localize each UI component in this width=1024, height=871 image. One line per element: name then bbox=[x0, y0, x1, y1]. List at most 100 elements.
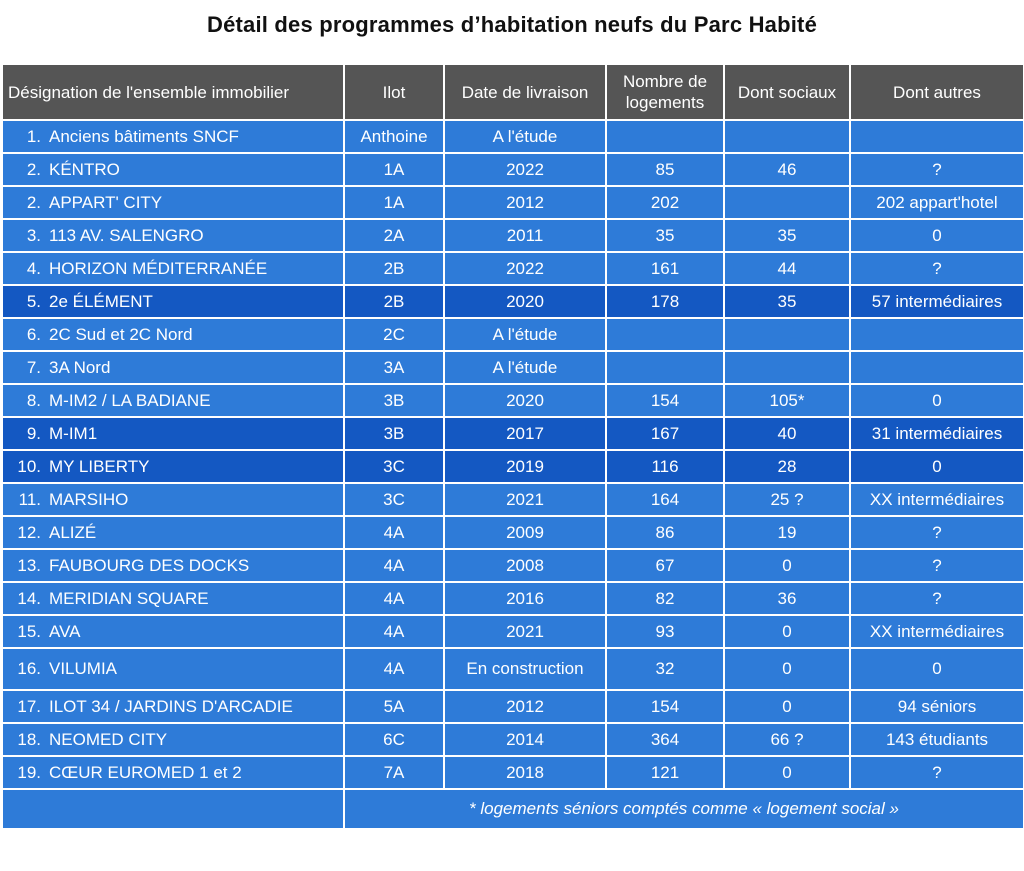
cell-date: 2012 bbox=[443, 185, 607, 220]
header-row: Désignation de l'ensemble immobilier Ilo… bbox=[1, 63, 1024, 121]
cell-nombre bbox=[605, 350, 725, 385]
cell-nombre: 178 bbox=[605, 284, 725, 319]
cell-ilot: 5A bbox=[343, 689, 445, 724]
cell-sociaux: 0 bbox=[723, 755, 851, 790]
cell-autres: ? bbox=[849, 251, 1024, 286]
cell-date: 2012 bbox=[443, 689, 607, 724]
row-number: 2. bbox=[26, 159, 41, 179]
table-row: 2. KÉNTRO 1A 2022 85 46? bbox=[1, 152, 1024, 187]
page-title: Détail des programmes d’habitation neufs… bbox=[206, 12, 818, 37]
header-ilot: Ilot bbox=[343, 63, 445, 121]
cell-nombre: 167 bbox=[605, 416, 725, 451]
cell-autres: 57 intermédiaires bbox=[849, 284, 1024, 319]
program-name: 2C Sud et 2C Nord bbox=[49, 324, 193, 344]
cell-date: 2019 bbox=[443, 449, 607, 484]
program-name: ILOT 34 / JARDINS D'ARCADIE bbox=[49, 696, 293, 716]
table-body: 1. Anciens bâtiments SNCF Anthoine A l'étud… bbox=[1, 119, 1024, 790]
cell-autres: ? bbox=[849, 755, 1024, 790]
cell-nombre: 121 bbox=[605, 755, 725, 790]
program-name: Anciens bâtiments SNCF bbox=[49, 126, 239, 146]
cell-date: 2011 bbox=[443, 218, 607, 253]
cell-autres: 0 bbox=[849, 449, 1024, 484]
table-row: 4. HORIZON MÉDITERRANÉE 2B 2022 161 44? bbox=[1, 251, 1024, 286]
cell-sociaux bbox=[723, 119, 851, 154]
program-name: MY LIBERTY bbox=[49, 456, 150, 476]
cell-designation: 8. M-IM2 / LA BADIANE bbox=[1, 383, 345, 418]
cell-nombre: 164 bbox=[605, 482, 725, 517]
row-number: 13. bbox=[17, 555, 41, 575]
cell-designation: 17. ILOT 34 / JARDINS D'ARCADIE bbox=[1, 689, 345, 724]
cell-sociaux: 36 bbox=[723, 581, 851, 616]
cell-sociaux: 44 bbox=[723, 251, 851, 286]
cell-nombre: 93 bbox=[605, 614, 725, 649]
cell-ilot: 3B bbox=[343, 383, 445, 418]
table-row: 1. Anciens bâtiments SNCF Anthoine A l'étud… bbox=[1, 119, 1024, 154]
cell-date: A l'étude bbox=[443, 119, 607, 154]
program-name: FAUBOURG DES DOCKS bbox=[49, 555, 250, 575]
cell-ilot: 4A bbox=[343, 515, 445, 550]
row-number: 17. bbox=[17, 696, 41, 716]
header-sociaux: Dont sociaux bbox=[723, 63, 851, 121]
cell-date: 2014 bbox=[443, 722, 607, 757]
program-name: VILUMIA bbox=[49, 659, 118, 678]
cell-sociaux: 25 ? bbox=[723, 482, 851, 517]
program-name: APPART' CITY bbox=[49, 192, 163, 212]
cell-designation: 18. NEOMED CITY bbox=[1, 722, 345, 757]
cell-nombre bbox=[605, 119, 725, 154]
cell-autres: ? bbox=[849, 152, 1024, 187]
table-row: 8. M-IM2 / LA BADIANE 3B 2020 154 105* 0 bbox=[1, 383, 1024, 418]
cell-autres: 202 appart'hotel bbox=[849, 185, 1024, 220]
row-number: 14. bbox=[17, 588, 41, 608]
row-number: 15. bbox=[17, 621, 41, 641]
row-number: 1. bbox=[26, 126, 41, 146]
table-row: 11. MARSIHO 3C 2021 164 25 ? XX intermédiaires bbox=[1, 482, 1024, 517]
row-number: 18. bbox=[17, 729, 41, 749]
cell-sociaux bbox=[723, 185, 851, 220]
table-row: 14. MERIDIAN SQUARE 4A 2016 82 36? bbox=[1, 581, 1024, 616]
row-number: 16. bbox=[17, 659, 41, 678]
header-nombre: Nombre de logements bbox=[605, 63, 725, 121]
cell-sociaux bbox=[723, 317, 851, 352]
cell-ilot: 4A bbox=[343, 548, 445, 583]
cell-nombre: 116 bbox=[605, 449, 725, 484]
cell-autres bbox=[849, 119, 1024, 154]
cell-autres: ? bbox=[849, 515, 1024, 550]
table-row: 17. ILOT 34 / JARDINS D'ARCADIE 5A 2012 154 0… bbox=[1, 689, 1024, 724]
program-name: AVA bbox=[49, 621, 81, 641]
row-number: 19. bbox=[17, 762, 41, 782]
cell-designation: 1. Anciens bâtiments SNCF bbox=[1, 119, 345, 154]
row-number: 10. bbox=[17, 456, 41, 476]
header-nombre-line2: logements bbox=[625, 93, 705, 112]
table-row: 7. 3A Nord 3A A l'étude bbox=[1, 350, 1024, 385]
cell-sociaux: 0 bbox=[723, 614, 851, 649]
row-number: 4. bbox=[26, 258, 41, 278]
cell-designation: 14. MERIDIAN SQUARE bbox=[1, 581, 345, 616]
cell-nombre: 82 bbox=[605, 581, 725, 616]
cell-autres: XX intermédiaires bbox=[849, 482, 1024, 517]
cell-nombre: 85 bbox=[605, 152, 725, 187]
cell-sociaux: 0 bbox=[723, 548, 851, 583]
cell-ilot: 6C bbox=[343, 722, 445, 757]
cell-ilot: 2A bbox=[343, 218, 445, 253]
cell-date: 2021 bbox=[443, 482, 607, 517]
footnote: * logements séniors comptés comme « loge… bbox=[343, 788, 1024, 830]
header-date: Date de livraison bbox=[443, 63, 607, 121]
cell-designation: 11. MARSIHO bbox=[1, 482, 345, 517]
row-number: 7. bbox=[26, 357, 41, 377]
cell-autres: ? bbox=[849, 548, 1024, 583]
row-number: 8. bbox=[26, 390, 41, 410]
cell-sociaux: 0 bbox=[723, 689, 851, 724]
program-name: MARSIHO bbox=[49, 489, 129, 509]
cell-sociaux: 19 bbox=[723, 515, 851, 550]
program-name: HORIZON MÉDITERRANÉE bbox=[49, 258, 268, 278]
cell-nombre: 364 bbox=[605, 722, 725, 757]
footnote-row: * logements séniors comptés comme « loge… bbox=[1, 788, 1024, 830]
cell-date: 2016 bbox=[443, 581, 607, 616]
program-name: KÉNTRO bbox=[49, 159, 120, 179]
cell-sociaux bbox=[723, 350, 851, 385]
row-number: 5. bbox=[26, 291, 41, 311]
row-number: 3. bbox=[26, 225, 41, 245]
program-name: M-IM2 / LA BADIANE bbox=[49, 390, 211, 410]
cell-autres: 0 bbox=[849, 383, 1024, 418]
cell-nombre: 154 bbox=[605, 383, 725, 418]
